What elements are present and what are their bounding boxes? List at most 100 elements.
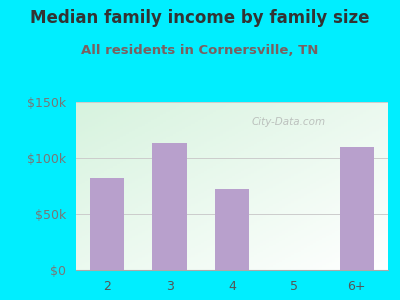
Bar [145, 107, 148, 109]
Bar [326, 163, 329, 164]
Bar [238, 191, 241, 193]
Bar [301, 137, 304, 139]
Bar [235, 260, 238, 262]
Bar [220, 240, 223, 242]
Bar [154, 260, 157, 262]
Bar [129, 159, 132, 161]
Bar [285, 137, 288, 139]
Bar [341, 226, 344, 228]
Bar [238, 253, 241, 255]
Bar [266, 198, 270, 200]
Bar [241, 250, 244, 251]
Bar [248, 176, 251, 178]
Bar [248, 119, 251, 121]
Bar [148, 179, 151, 181]
Bar [354, 179, 357, 181]
Bar [104, 236, 107, 238]
Bar [173, 142, 176, 144]
Bar [120, 174, 123, 176]
Bar [129, 226, 132, 228]
Bar [316, 242, 319, 243]
Bar [338, 132, 341, 134]
Bar [257, 194, 260, 196]
Bar [95, 208, 98, 209]
Bar [313, 223, 316, 225]
Bar [210, 179, 213, 181]
Bar [207, 211, 210, 213]
Bar [350, 213, 354, 214]
Bar [291, 248, 294, 250]
Bar [332, 125, 335, 127]
Bar [182, 102, 185, 104]
Bar [157, 196, 160, 198]
Bar [316, 231, 319, 233]
Bar [107, 265, 110, 267]
Bar [341, 149, 344, 151]
Bar [110, 137, 114, 139]
Bar [120, 163, 123, 164]
Bar [251, 139, 254, 141]
Bar [79, 146, 82, 147]
Bar [207, 206, 210, 208]
Bar [92, 129, 95, 130]
Bar [95, 256, 98, 258]
Bar [248, 181, 251, 183]
Bar [176, 178, 179, 179]
Bar [248, 102, 251, 104]
Bar [319, 122, 322, 124]
Bar [148, 245, 151, 247]
Bar [257, 216, 260, 218]
Bar [176, 142, 179, 144]
Bar [173, 253, 176, 255]
Bar [316, 132, 319, 134]
Bar [332, 169, 335, 171]
Bar [338, 250, 341, 251]
Bar [357, 236, 360, 238]
Bar [332, 159, 335, 161]
Bar [341, 142, 344, 144]
Bar [204, 262, 207, 263]
Bar [279, 151, 282, 152]
Bar [151, 193, 154, 194]
Bar [210, 117, 213, 119]
Bar [376, 166, 379, 167]
Bar [310, 109, 313, 110]
Bar [263, 201, 266, 203]
Bar [226, 258, 229, 260]
Bar [332, 183, 335, 184]
Bar [241, 200, 244, 201]
Bar [192, 208, 194, 209]
Bar [173, 198, 176, 200]
Bar [82, 172, 85, 174]
Bar [123, 130, 126, 132]
Bar [138, 104, 142, 105]
Bar [207, 164, 210, 166]
Bar [241, 186, 244, 188]
Bar [304, 247, 307, 248]
Bar [344, 152, 348, 154]
Bar [204, 114, 207, 116]
Bar [257, 255, 260, 256]
Bar [129, 188, 132, 189]
Bar [238, 109, 241, 110]
Bar [276, 262, 279, 263]
Bar [92, 188, 95, 189]
Bar [379, 130, 382, 132]
Bar [138, 193, 142, 194]
Bar [276, 250, 279, 251]
Bar [194, 184, 198, 186]
Bar [120, 161, 123, 163]
Bar [216, 225, 220, 226]
Bar [257, 129, 260, 130]
Bar [194, 193, 198, 194]
Bar [213, 201, 216, 203]
Bar [76, 137, 79, 139]
Bar [385, 188, 388, 189]
Bar [88, 139, 92, 141]
Bar [332, 151, 335, 152]
Bar [160, 158, 163, 159]
Bar [232, 158, 235, 159]
Bar [363, 265, 366, 267]
Bar [279, 166, 282, 167]
Bar [210, 267, 213, 268]
